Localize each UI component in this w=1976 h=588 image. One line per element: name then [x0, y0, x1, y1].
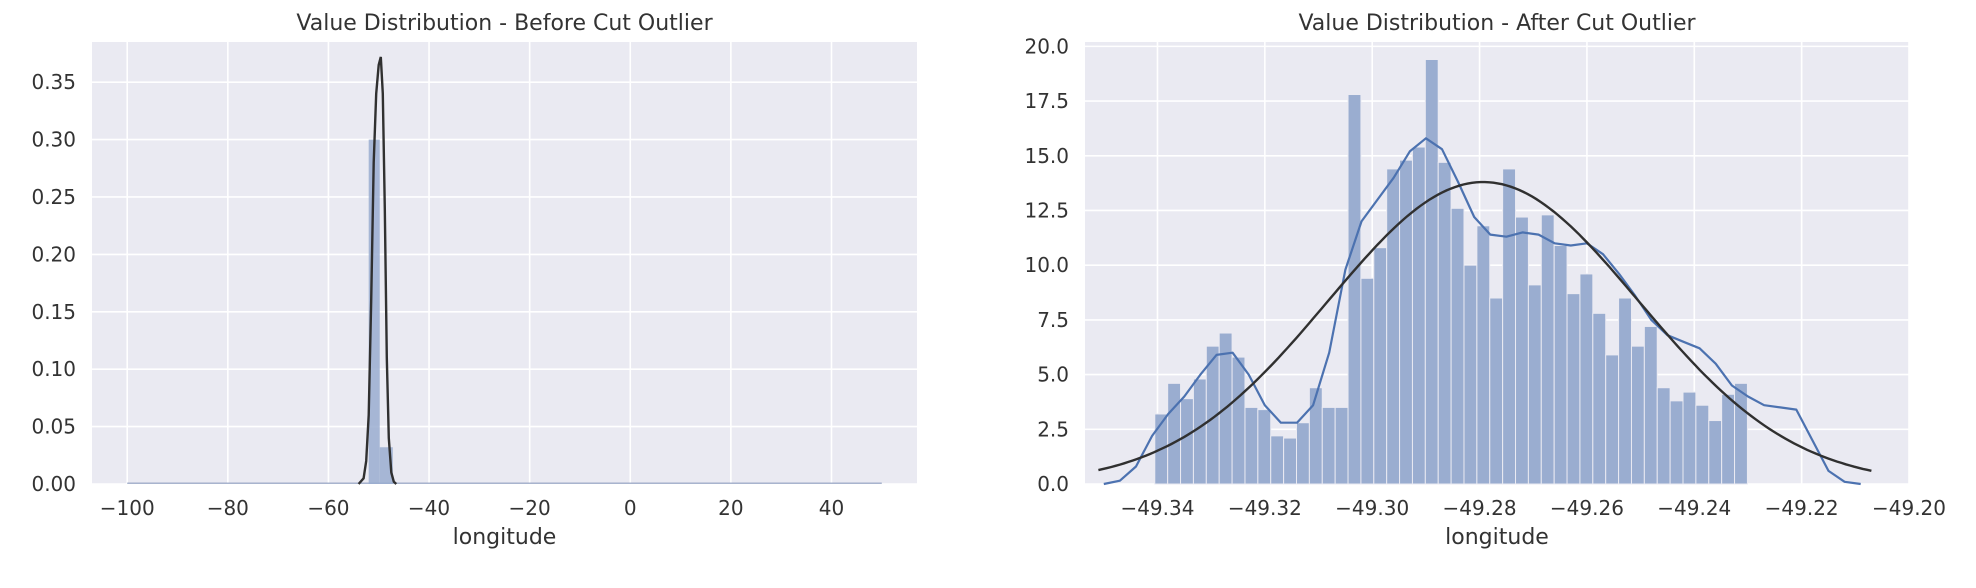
y-tick-label: 12.5	[1024, 198, 1069, 222]
histogram-bar	[1553, 244, 1568, 485]
plot-area	[92, 42, 917, 484]
histogram-bar	[1669, 400, 1684, 485]
x-tick-label: 40	[819, 496, 844, 520]
x-tick-label: −49.30	[1335, 496, 1409, 520]
x-tick-label: −49.20	[1872, 496, 1946, 520]
y-tick-label: 5.0	[1037, 363, 1069, 387]
histogram-bar	[1360, 277, 1375, 485]
histogram-bar	[1695, 404, 1710, 485]
histogram-bar	[368, 139, 380, 484]
histogram-bar	[1296, 422, 1310, 485]
y-tick-label: 15.0	[1024, 144, 1069, 168]
histogram-bar	[1592, 312, 1607, 485]
x-tick-label: −80	[207, 496, 249, 520]
y-tick-label: 2.5	[1037, 417, 1069, 441]
x-tick-label: −49.28	[1443, 496, 1517, 520]
histogram-bar	[1566, 293, 1581, 485]
y-tick-label: 17.5	[1024, 89, 1069, 113]
histogram-bar	[1167, 382, 1182, 485]
x-tick-labels: −100 −80 −60 −40 −20 0 20 40	[100, 496, 844, 520]
fit-curves	[357, 56, 398, 485]
y-tick-label: 10.0	[1024, 253, 1069, 277]
histogram-bars	[1154, 59, 1748, 485]
y-tick-label: 0.05	[31, 415, 76, 439]
x-tick-label: 20	[718, 496, 743, 520]
x-tick-label: −40	[408, 496, 450, 520]
histogram-bar	[1180, 398, 1194, 485]
histogram-bar	[1411, 146, 1426, 485]
histogram-bar	[1424, 59, 1439, 485]
chart-after-cut-outlier: −49.34 −49.32 −49.30 −49.28 −49.26 −49.24 −49.…	[1024, 11, 1946, 550]
x-tick-label: −49.26	[1550, 496, 1624, 520]
x-tick-label: −49.24	[1657, 496, 1731, 520]
histogram-bar	[1643, 325, 1658, 485]
x-axis-label: longitude	[453, 525, 557, 550]
histogram-bar	[1308, 387, 1323, 485]
y-tick-label: 0.20	[31, 242, 76, 266]
histogram-bar	[1386, 168, 1401, 485]
histogram-bar	[1682, 391, 1697, 485]
histogram-bar	[1270, 435, 1285, 485]
y-tick-label: 0.00	[31, 472, 76, 496]
fit-curves	[1098, 137, 1872, 486]
y-tick-label: 0.15	[31, 300, 76, 324]
x-axis-label: longitude	[1445, 525, 1549, 550]
histogram-bar	[1656, 387, 1671, 485]
x-tick-label: −100	[100, 496, 155, 520]
y-tick-labels: 0.00 0.05 0.10 0.15 0.20 0.25 0.30 0.35	[31, 70, 76, 496]
y-tick-label: 20.0	[1024, 34, 1069, 58]
x-tick-label: −49.34	[1120, 496, 1194, 520]
histogram-bar	[1244, 406, 1259, 485]
histogram-bar	[1321, 406, 1336, 485]
chart-before-cut-outlier: −100 −80 −60 −40 −20 0 20 40 0.000.050.100.150.…	[31, 11, 917, 550]
x-tick-label: −60	[307, 496, 349, 520]
grid-lines	[92, 42, 917, 485]
chart-title: Value Distribution - After Cut Outlier	[1298, 11, 1696, 36]
histogram-bar	[1334, 406, 1349, 485]
histogram-bar	[1527, 284, 1542, 485]
x-tick-labels: −49.34 −49.32 −49.30 −49.28 −49.26 −49.24 −49.…	[1120, 496, 1946, 520]
kde-curve	[1103, 137, 1861, 486]
histogram-bar	[1437, 161, 1452, 485]
histogram-bar	[1476, 225, 1491, 485]
histogram-bar	[1347, 94, 1362, 485]
y-tick-label: 0.35	[31, 70, 76, 94]
normal-fit-curve	[1098, 180, 1872, 472]
histogram-bar	[1605, 354, 1620, 485]
histogram-bar	[1708, 420, 1723, 485]
histogram-bar	[1489, 297, 1504, 485]
x-tick-label: −20	[509, 496, 551, 520]
histogram-bar	[1399, 159, 1413, 485]
y-tick-label: 7.5	[1037, 308, 1069, 332]
y-tick-label: 0.0	[1037, 472, 1069, 496]
y-tick-label: 0.30	[31, 128, 76, 152]
chart-title: Value Distribution - Before Cut Outlier	[296, 11, 713, 36]
histogram-bar	[1450, 207, 1465, 485]
histogram-bar	[1283, 437, 1298, 485]
histogram-bar	[1618, 297, 1632, 485]
x-tick-label: −49.32	[1228, 496, 1302, 520]
x-tick-label: 0	[624, 496, 637, 520]
histogram-bar	[1502, 168, 1517, 485]
x-tick-label: −49.22	[1765, 496, 1839, 520]
histogram-bar	[1373, 247, 1388, 485]
histogram-bar	[1734, 382, 1748, 485]
y-tick-label: 0.25	[31, 185, 76, 209]
histogram-bar	[1463, 264, 1478, 485]
histogram-bar	[1231, 356, 1246, 485]
histogram-bar	[1257, 409, 1272, 485]
y-tick-labels: 0.0 2.5 5.0 7.5 10.0 12.5 15.0 17.5 20.0	[1024, 34, 1069, 496]
histogram-bar	[1721, 393, 1736, 485]
y-tick-label: 0.10	[31, 357, 76, 381]
histogram-bar	[1515, 216, 1529, 485]
histogram-bar	[1192, 378, 1207, 485]
histogram-bar	[1630, 345, 1645, 485]
histogram-bar	[1579, 273, 1594, 485]
histogram-bar	[1540, 214, 1555, 485]
fit-curve	[357, 56, 398, 485]
